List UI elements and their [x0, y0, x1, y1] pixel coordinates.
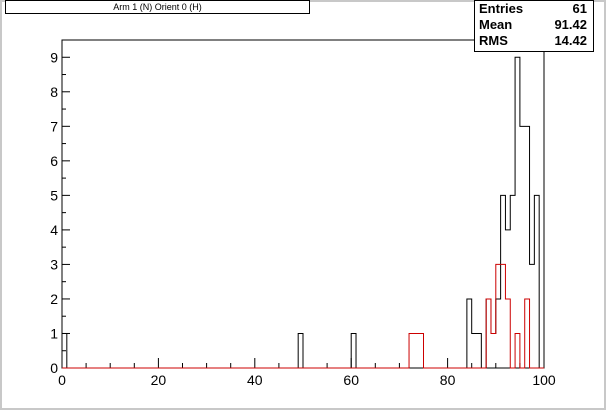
- histogram-bin: [298, 333, 303, 368]
- x-tick-label: 0: [58, 372, 66, 388]
- stats-rms-row: RMS 14.42: [479, 33, 587, 50]
- stats-label: Entries: [479, 1, 524, 16]
- histogram-bin: [351, 333, 356, 368]
- x-axis: 0 20 40 60 80 100: [58, 358, 556, 388]
- histogram-bin: [515, 57, 520, 368]
- x-tick-label: 40: [247, 372, 263, 388]
- y-tick-label: 5: [50, 187, 58, 203]
- y-tick-label: 2: [50, 291, 58, 307]
- histogram-bin: [525, 299, 530, 368]
- stats-label: Mean: [479, 17, 513, 32]
- x-tick-label: 80: [440, 372, 456, 388]
- stats-entries-row: Entries 61: [479, 1, 587, 18]
- histogram-bin: [505, 299, 510, 368]
- histogram-title: Arm 1 (N) Orient 0 (H): [5, 0, 310, 14]
- x-tick-label: 20: [151, 372, 167, 388]
- histogram-bin: [486, 299, 491, 368]
- histogram-bin: [409, 333, 414, 368]
- stats-mean-row: Mean 91.42: [479, 17, 587, 34]
- histogram-bin: [419, 333, 424, 368]
- histogram-bin: [496, 264, 501, 368]
- histogram-bin: [520, 126, 525, 368]
- histogram-bin: [501, 264, 506, 368]
- stats-box: Entries 61 Mean 91.42 RMS 14.42: [474, 0, 594, 52]
- histogram-bin: [515, 333, 520, 368]
- histogram-bin: [491, 333, 496, 368]
- x-tick-label: 60: [343, 372, 359, 388]
- y-tick-label: 0: [50, 360, 58, 376]
- y-tick-label: 4: [50, 222, 58, 238]
- histogram-series: [61, 56, 544, 369]
- y-axis: 0 1 2 3 4 5 6 7 8 9: [50, 49, 70, 376]
- y-tick-label: 3: [50, 256, 58, 272]
- x-tick-label: 100: [532, 372, 556, 388]
- histogram-bin: [62, 333, 67, 368]
- y-tick-label: 8: [50, 84, 58, 100]
- title-text: Arm 1 (N) Orient 0 (H): [113, 2, 202, 12]
- stats-value: 61: [572, 1, 587, 16]
- histogram-bin: [530, 264, 535, 368]
- histogram-bin: [467, 299, 472, 368]
- histogram-bin: [510, 195, 515, 368]
- stats-label: RMS: [479, 33, 508, 48]
- histogram-bin: [477, 333, 482, 368]
- histogram-bin: [414, 333, 419, 368]
- stats-value: 14.42: [554, 33, 587, 48]
- y-tick-label: 7: [50, 118, 58, 134]
- histogram-bin: [534, 195, 539, 368]
- histogram-bin: [472, 333, 477, 368]
- y-tick-label: 6: [50, 153, 58, 169]
- stats-value: 91.42: [554, 17, 587, 32]
- y-tick-label: 9: [50, 49, 58, 65]
- histogram-series-1-outline: [62, 263, 544, 369]
- y-tick-label: 1: [50, 325, 58, 341]
